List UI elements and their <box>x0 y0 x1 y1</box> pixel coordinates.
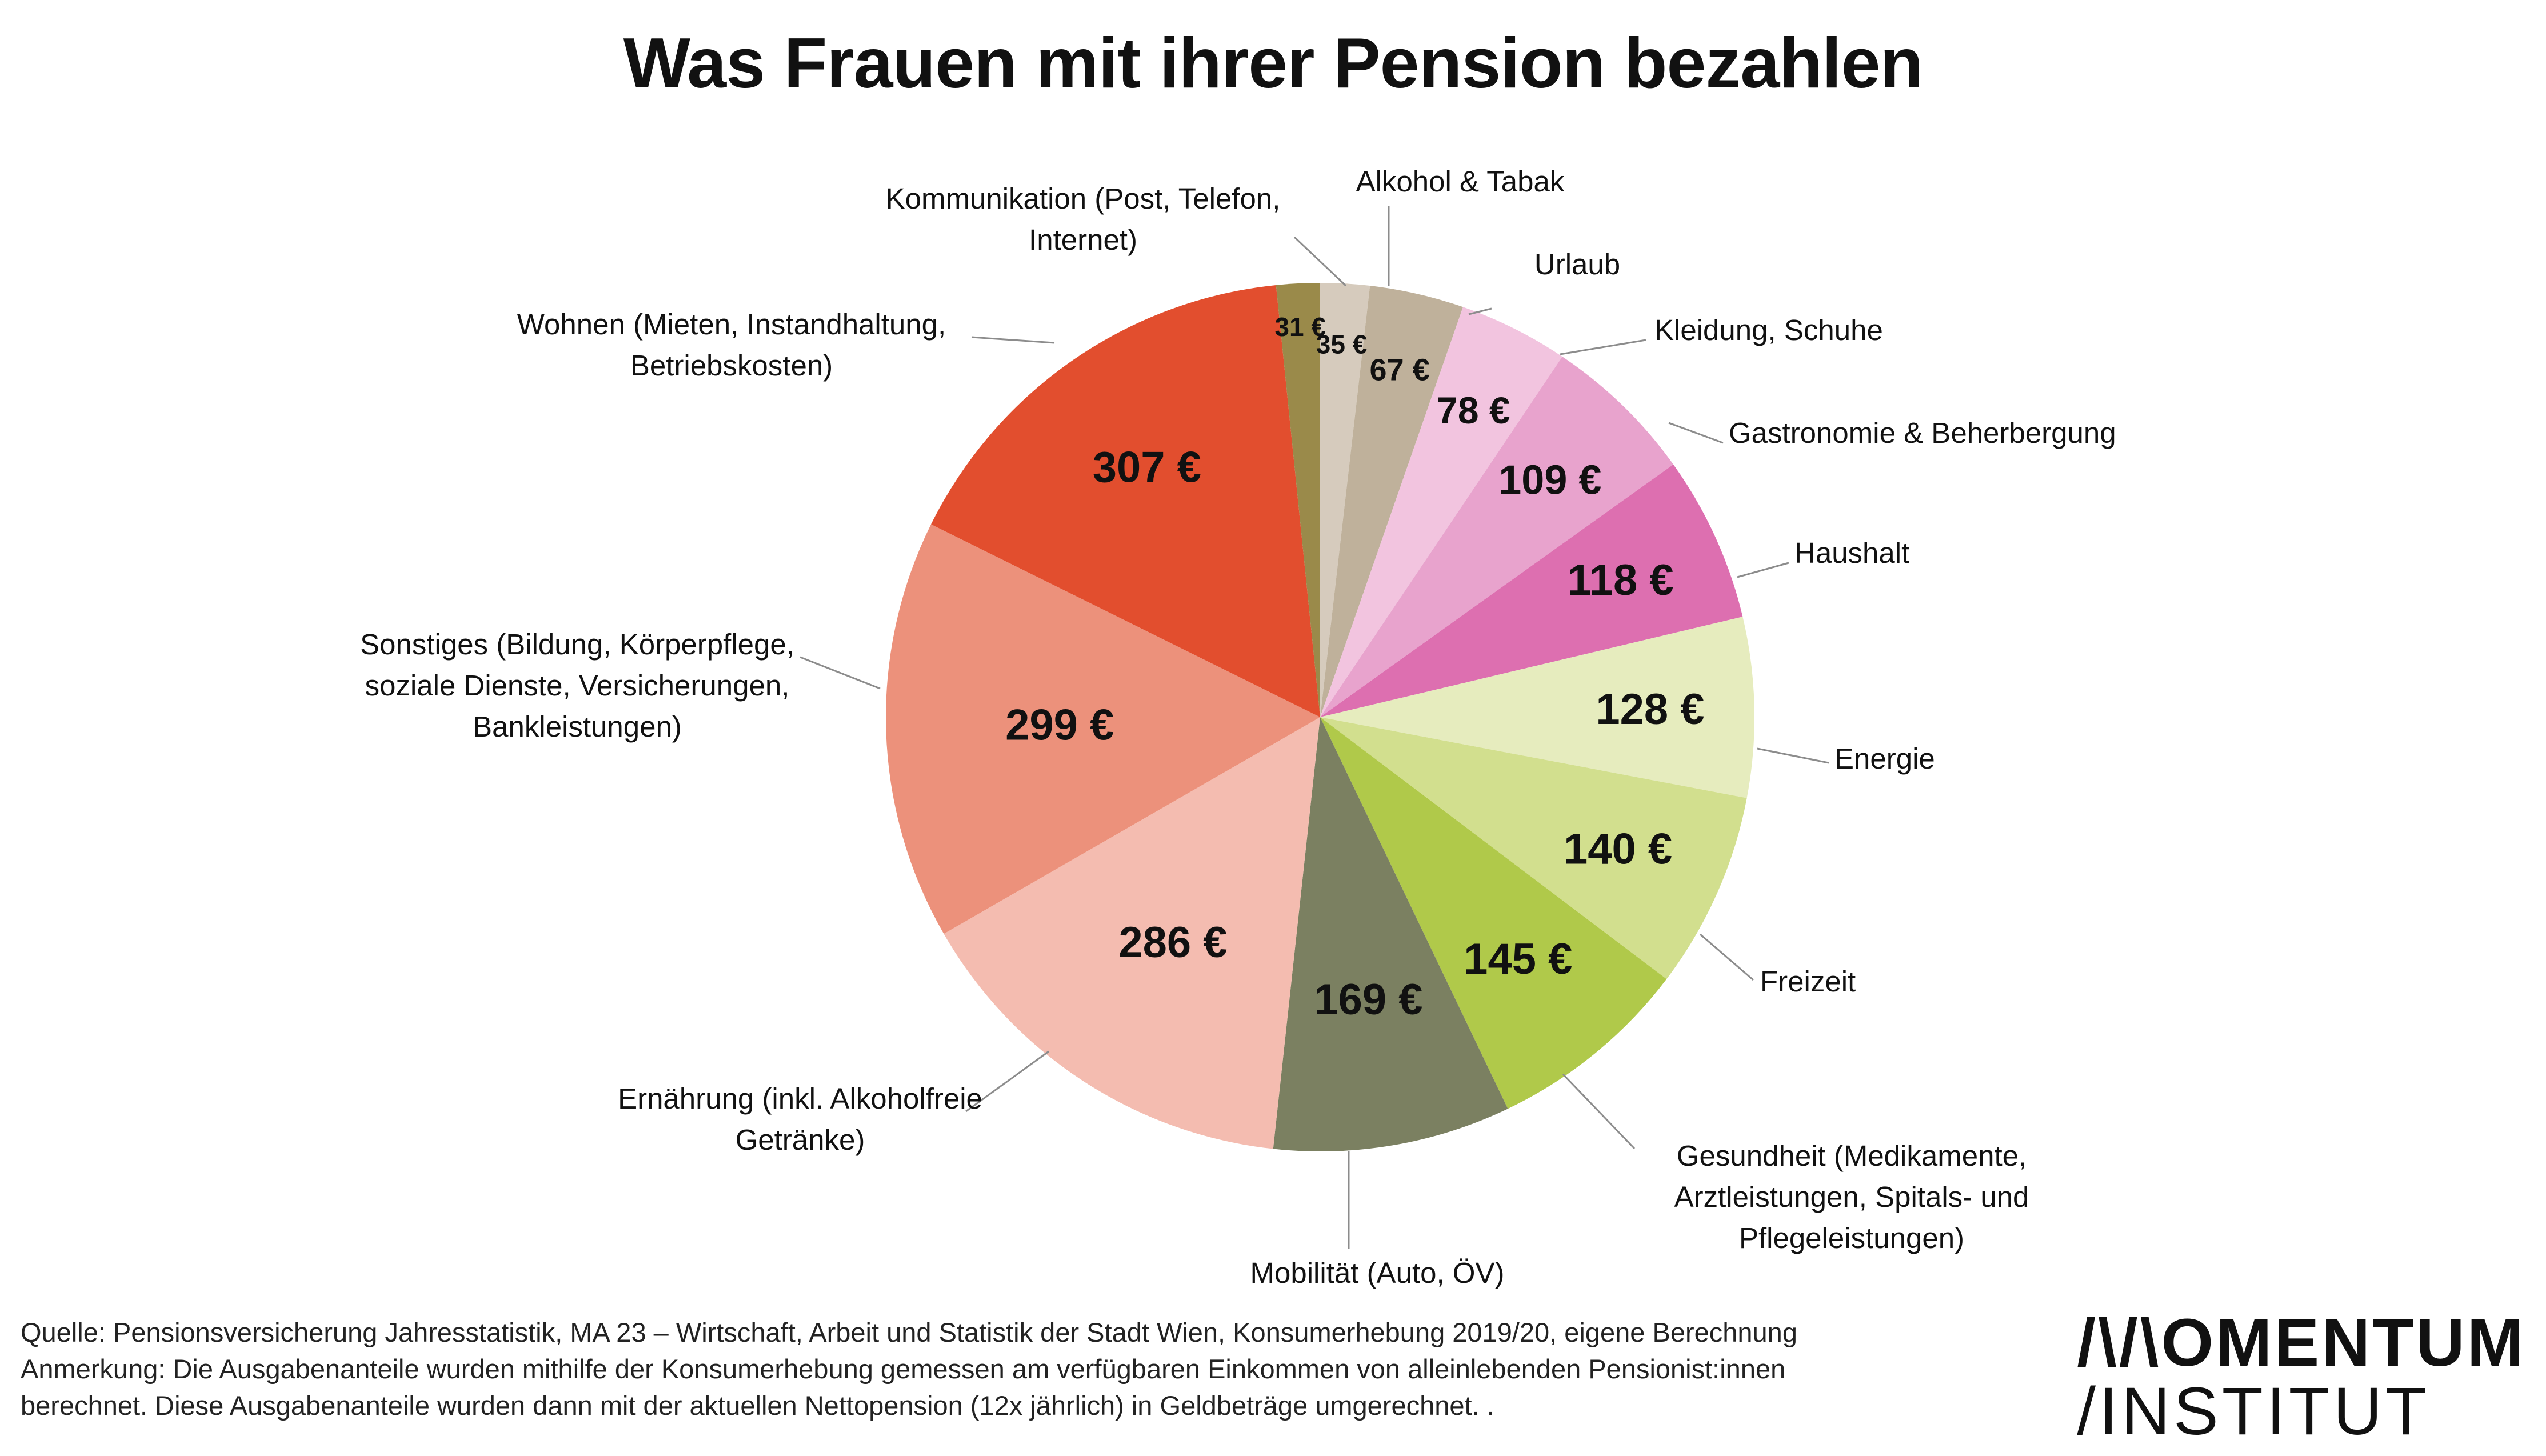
pie-slice-urlaub <box>1320 286 1464 718</box>
logo-line1: /\/\OMENTUM <box>2077 1305 2525 1381</box>
category-label-wohnen: Wohnen (Mieten, Instandhaltung, Betriebsk… <box>517 308 946 382</box>
value-label-freizeit: 140 € <box>1564 825 1672 874</box>
value-label-haushalt: 118 € <box>1568 556 1674 605</box>
leader-line-kommunikation <box>1293 236 1347 287</box>
value-label-mobilitat: 169 € <box>1314 975 1422 1024</box>
leader-line-haushalt <box>1737 562 1789 578</box>
logo-line2: /INSTITUT <box>2077 1374 2430 1449</box>
value-label-kommunikation: 31 € <box>1274 312 1326 342</box>
pie-slice-alkohol-tabak <box>1320 283 1370 717</box>
pie-slice-gesundheit <box>1320 717 1667 1109</box>
leader-line-urlaub <box>1468 307 1492 315</box>
pie-slice-gastronomie-beherbergung <box>1320 357 1674 717</box>
category-label-freizeit: Freizeit <box>1760 965 1856 998</box>
footnotes: Quelle: Pensionsversicherung Jahresstati… <box>21 1314 1906 1424</box>
value-label-gastronomie-beherbergung: 109 € <box>1498 458 1601 503</box>
leader-line-sonstiges <box>800 656 881 690</box>
category-label-gesundheit: Gesundheit (Medikamente, Arztleistungen, … <box>1674 1139 2029 1254</box>
pie-slice-mobilitat <box>1273 717 1508 1152</box>
source-note: Quelle: Pensionsversicherung Jahresstati… <box>21 1317 1797 1347</box>
category-label-mobilitat: Mobilität (Auto, ÖV) <box>1250 1257 1505 1289</box>
category-labels: Alkohol & Tabak Urlaub Kleidung, Schuhe Gas… <box>360 165 2116 1289</box>
chart-title: Was Frauen mit ihrer Pension bezahlen <box>623 24 1924 103</box>
category-label-sonstiges: Sonstiges (Bildung, Körperpflege, soziale… <box>360 628 794 743</box>
category-label-urlaub: Urlaub <box>1534 248 1620 281</box>
value-label-alkohol-tabak: 35 € <box>1316 329 1368 359</box>
leader-line-kleidung-schuhe <box>1560 339 1646 355</box>
pie-slice-kommunikation <box>1276 283 1320 717</box>
value-label-sonstiges: 299 € <box>1005 701 1114 750</box>
category-label-kommunikation: Kommunikation (Post, Telefon, Internet) <box>886 182 1281 256</box>
category-label-haushalt: Haushalt <box>1794 537 1909 569</box>
value-label-kleidung-schuhe: 78 € <box>1437 389 1510 431</box>
category-label-energie: Energie <box>1834 742 1935 775</box>
pie-slice-haushalt <box>1320 464 1743 717</box>
pie-slice-energie <box>1320 617 1754 798</box>
annotation-note-line1: Anmerkung: Die Ausgabenanteile wurden mi… <box>21 1354 1786 1384</box>
momentum-institut-logo: /\/\OMENTUM /INSTITUT <box>2077 1309 2525 1446</box>
annotation-note-line2: berechnet. Diese Ausgabenanteile wurden … <box>21 1390 1494 1421</box>
category-label-ernahrung: Ernährung (inkl. Alkoholfreie Getränke) <box>618 1082 982 1156</box>
value-label-energie: 128 € <box>1596 685 1704 734</box>
category-label-kleidung-schuhe: Kleidung, Schuhe <box>1654 314 1883 346</box>
pie-slice-freizeit <box>1320 717 1747 979</box>
pie-slice-ernahrung <box>944 717 1320 1149</box>
leader-line-freizeit <box>1700 933 1754 981</box>
leader-lines <box>800 206 1829 1249</box>
category-label-alkohol-tabak: Alkohol & Tabak <box>1356 165 1565 198</box>
pie-slice-sonstiges <box>885 524 1320 934</box>
category-label-gastronomie-beherbergung: Gastronomie & Beherbergung <box>1729 417 2116 449</box>
leader-line-gesundheit <box>1562 1073 1636 1150</box>
value-label-gesundheit: 145 € <box>1464 935 1572 983</box>
value-label-wohnen: 307 € <box>1093 443 1201 491</box>
leader-line-ernahrung <box>965 1050 1049 1113</box>
value-label-ernahrung: 286 € <box>1118 918 1227 967</box>
pie-slices <box>885 283 1754 1152</box>
pie-slice-kleidung-schuhe <box>1320 307 1562 717</box>
value-labels: 35 €67 €78 € 109 € 118 € 128 € 140 € 145 € 169… <box>1005 312 1704 1024</box>
pie-slice-wohnen <box>931 285 1320 717</box>
value-label-urlaub: 67 € <box>1370 353 1430 387</box>
leader-line-energie <box>1757 747 1829 764</box>
pie-chart: 35 €67 €78 € 109 € 118 € 128 € 140 € 145 € 169… <box>360 165 2116 1289</box>
leader-line-wohnen <box>971 336 1055 344</box>
leader-line-gastronomie-beherbergung <box>1668 422 1724 444</box>
